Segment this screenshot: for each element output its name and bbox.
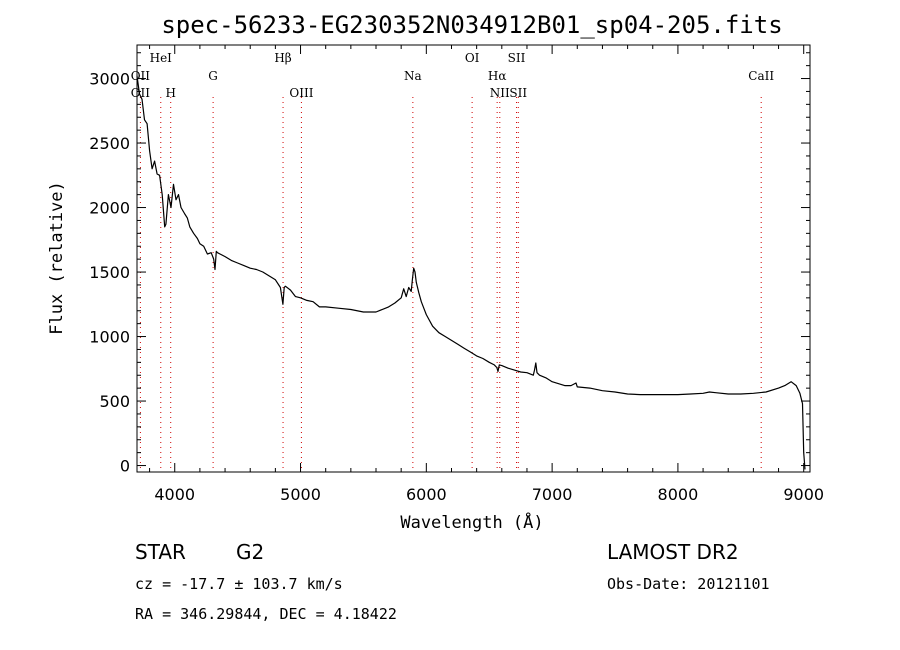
line-marker-label: SII	[508, 51, 526, 65]
x-tick-label: 9000	[783, 485, 824, 504]
line-marker-label: Hα	[488, 69, 507, 83]
line-marker-label: Hβ	[274, 51, 291, 65]
coordinates-text: RA = 346.29844, DEC = 4.18422	[135, 605, 397, 623]
line-marker-label: OI	[465, 51, 480, 65]
line-marker-label: OIII	[289, 86, 313, 100]
chart-title: spec-56233-EG230352N034912B01_sp04-205.f…	[161, 11, 782, 39]
line-marker-label: NII	[490, 86, 510, 100]
y-tick-label: 0	[120, 457, 130, 476]
line-marker-label: Na	[404, 69, 422, 83]
y-tick-label: 1500	[89, 263, 130, 282]
line-marker-label: OII	[131, 69, 151, 83]
y-tick-label: 2000	[89, 199, 130, 218]
object-subclass-label: G2	[236, 540, 265, 564]
spectrum-series-line	[136, 75, 806, 470]
line-marker-label: OII	[131, 86, 151, 100]
y-axis-ticks: 0 500 1000 1500 2000 2500 3000	[89, 52, 810, 476]
survey-label: LAMOST DR2	[607, 540, 739, 564]
line-marker-label: H	[165, 86, 175, 100]
x-tick-label: 7000	[532, 485, 573, 504]
line-marker-label: HeI	[150, 51, 173, 65]
x-axis-label: Wavelength (Å)	[400, 511, 543, 533]
x-axis-ticks: 4000 5000 6000 7000 8000 9000	[149, 45, 824, 504]
plot-frame	[136, 44, 811, 473]
redshift-text: cz = -17.7 ± 103.7 km/s	[135, 575, 343, 593]
x-tick-label: 5000	[280, 485, 321, 504]
y-axis-label: Flux (relative)	[47, 181, 67, 335]
y-tick-label: 2500	[89, 134, 130, 153]
y-tick-label: 1000	[89, 328, 130, 347]
x-tick-label: 4000	[154, 485, 195, 504]
y-tick-label: 3000	[89, 70, 130, 89]
line-marker-label: CaII	[748, 69, 774, 83]
y-tick-label: 500	[99, 392, 130, 411]
x-tick-label: 8000	[658, 485, 699, 504]
obs-date-text: Obs-Date: 20121101	[607, 575, 770, 593]
x-tick-label: 6000	[406, 485, 447, 504]
line-marker-label: SII	[509, 86, 527, 100]
line-marker-label: G	[208, 69, 218, 83]
object-class-label: STAR	[135, 540, 186, 564]
